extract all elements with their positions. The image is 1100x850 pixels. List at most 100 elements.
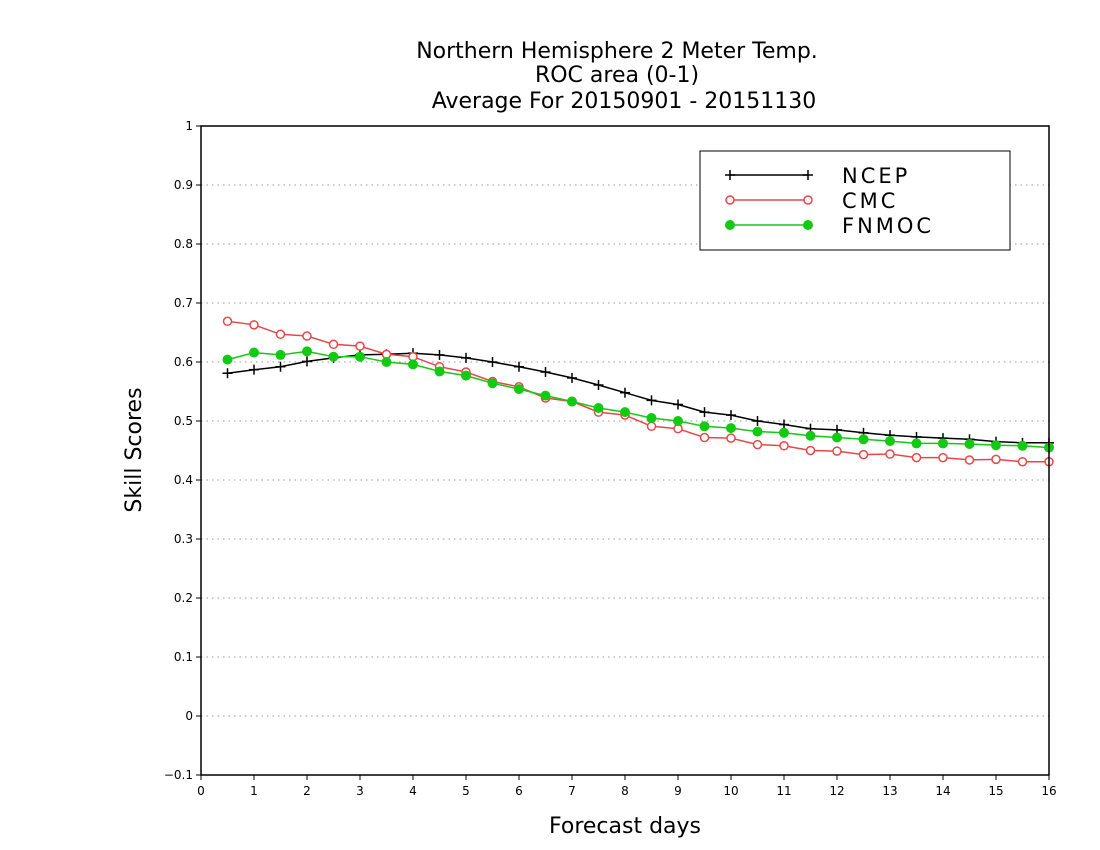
y-tick-label: 0.1 <box>174 650 193 664</box>
data-point-ncep <box>487 357 498 367</box>
data-point-cmc <box>938 452 948 463</box>
chart-title-line-3: Average For 20150901 - 20151130 <box>432 89 817 114</box>
data-point-fnmoc <box>302 346 312 357</box>
y-tick-label: −0.1 <box>164 768 193 782</box>
series-line-cmc <box>227 320 1049 463</box>
data-point-fnmoc <box>381 357 392 367</box>
x-tick-label: 3 <box>356 784 364 798</box>
x-tick-label: 2 <box>303 784 311 798</box>
series-fnmoc <box>222 346 1054 453</box>
data-point-cmc <box>302 331 312 341</box>
y-tick-label: 0.4 <box>174 473 193 487</box>
data-point-cmc <box>858 449 869 460</box>
x-tick-label: 11 <box>776 784 791 798</box>
y-tick-label: 0.6 <box>174 355 193 369</box>
data-point-ncep <box>249 364 259 375</box>
x-tick-label: 5 <box>462 784 470 798</box>
data-point-fnmoc <box>249 347 259 358</box>
x-tick-label: 16 <box>1041 784 1056 798</box>
y-tick-label: 0.3 <box>174 532 193 546</box>
data-point-fnmoc <box>328 351 339 362</box>
data-point-cmc <box>275 329 286 340</box>
data-point-ncep <box>593 380 604 391</box>
x-tick-label: 12 <box>829 784 844 798</box>
data-point-fnmoc <box>567 396 577 407</box>
data-point-fnmoc <box>514 384 524 395</box>
data-point-cmc <box>805 445 816 456</box>
data-point-ncep <box>540 367 551 378</box>
data-point-fnmoc <box>461 370 471 381</box>
data-point-fnmoc <box>858 434 869 445</box>
y-axis-title: Skill Scores <box>122 387 147 512</box>
axis-ticks: −0.100.10.20.30.40.50.60.70.80.910 1 2 3 4 5 6… <box>164 119 1057 798</box>
series-line-ncep <box>227 352 1049 444</box>
data-point-cmc <box>1017 456 1028 467</box>
x-tick-label: 13 <box>882 784 897 798</box>
y-tick-label: 0.5 <box>174 414 193 428</box>
x-tick-label: 14 <box>935 784 950 798</box>
data-point-ncep <box>673 399 683 410</box>
data-point-ncep <box>434 349 445 360</box>
data-point-cmc <box>699 432 710 443</box>
x-tick-label: 6 <box>515 784 523 798</box>
data-point-fnmoc <box>487 378 498 389</box>
data-point-ncep <box>752 416 763 426</box>
data-point-fnmoc <box>726 423 736 434</box>
data-point-ncep <box>646 395 657 406</box>
data-point-ncep <box>514 361 524 372</box>
y-tick-label: 0.9 <box>174 178 193 192</box>
data-point-fnmoc <box>699 421 710 432</box>
data-point-cmc <box>222 316 233 327</box>
data-point-fnmoc <box>885 436 895 447</box>
data-point-fnmoc <box>275 349 286 360</box>
data-point-fnmoc <box>355 351 365 362</box>
data-point-fnmoc <box>832 432 842 443</box>
data-point-cmc <box>911 452 922 463</box>
legend-marker-fnmoc <box>803 220 813 230</box>
series-line-fnmoc <box>227 350 1050 449</box>
chart-title-line-2: ROC area (0-1) <box>535 63 699 88</box>
data-point-fnmoc <box>593 403 604 414</box>
data-point-cmc <box>355 341 365 351</box>
data-point-fnmoc <box>991 440 1001 451</box>
y-tick-label: 0.8 <box>174 237 193 251</box>
legend-marker-ncep <box>725 170 735 180</box>
chart-title-line-1: Northern Hemisphere 2 Meter Temp. <box>416 39 818 64</box>
data-point-cmc <box>249 320 259 330</box>
series-ncep <box>222 348 1054 448</box>
data-point-fnmoc <box>1017 440 1028 451</box>
x-tick-label: 8 <box>621 784 629 798</box>
series-cmc <box>222 316 1054 467</box>
data-point-cmc <box>885 449 895 459</box>
legend-marker-fnmoc <box>725 220 735 230</box>
data-point-ncep <box>699 407 710 418</box>
data-point-fnmoc <box>620 407 630 418</box>
legend-marker-cmc <box>803 195 813 205</box>
data-point-fnmoc <box>646 413 657 424</box>
data-point-fnmoc <box>911 438 922 449</box>
y-tick-label: 0 <box>185 709 193 723</box>
x-tick-label: 9 <box>674 784 682 798</box>
data-point-fnmoc <box>673 416 683 426</box>
data-point-ncep <box>567 372 577 383</box>
legend-label-cmc: CMC <box>842 189 898 213</box>
data-point-fnmoc <box>805 430 816 441</box>
x-tick-label: 10 <box>723 784 738 798</box>
data-point-fnmoc <box>779 427 789 438</box>
grid-lines <box>201 184 1049 717</box>
data-point-fnmoc <box>964 439 975 450</box>
data-point-fnmoc <box>752 426 763 437</box>
y-tick-label: 0.2 <box>174 591 193 605</box>
legend-label-fnmoc: FNMOC <box>842 214 934 238</box>
legend-item-ncep: NCEP <box>725 164 907 188</box>
x-tick-label: 7 <box>568 784 576 798</box>
y-tick-label: 1 <box>185 119 193 133</box>
legend-marker-cmc <box>725 195 735 205</box>
data-point-cmc <box>752 439 763 450</box>
data-point-fnmoc <box>434 366 445 377</box>
data-point-fnmoc <box>938 438 948 449</box>
data-point-ncep <box>620 387 630 398</box>
